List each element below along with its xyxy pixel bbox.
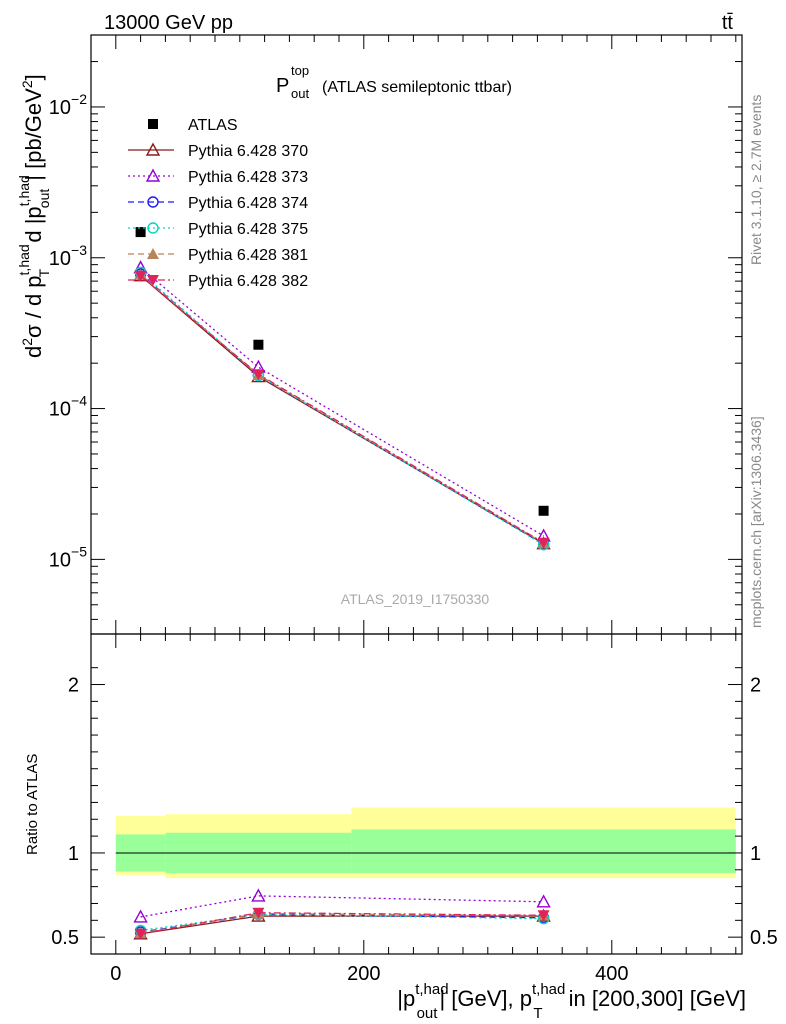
plot-title-sup: top xyxy=(291,63,309,78)
x-tick-label: 400 xyxy=(595,963,628,985)
ratio-point-s373 xyxy=(133,909,148,923)
legend-marker-s382 xyxy=(147,275,159,286)
x-axis-label: |pt,had out| [GeV], pt,had T in [200,300] … xyxy=(397,981,746,1022)
series-line-s373 xyxy=(140,267,544,537)
plot-title: P top out (ATLAS semileptonic ttbar) xyxy=(276,63,512,101)
ratio-y-tick-label: 0.5 xyxy=(51,927,79,949)
ratio-plot: 0 200 400 0.5 0.5 1 1 2 2 xyxy=(51,633,778,985)
legend-label-s374: Pythia 6.428 374 xyxy=(188,195,308,212)
point-data xyxy=(135,227,146,238)
ratio-frame xyxy=(90,633,743,955)
legend-label-data: ATLAS xyxy=(188,117,238,134)
series-line-s370 xyxy=(140,275,544,545)
legend-label-s382: Pythia 6.428 382 xyxy=(188,273,308,290)
plot-title-sub: out xyxy=(291,86,309,101)
legend-marker-s373 xyxy=(145,168,161,182)
point-data xyxy=(253,339,264,350)
point-data xyxy=(538,505,549,516)
legend-label-s373: Pythia 6.428 373 xyxy=(188,169,308,186)
ratio-point-s373 xyxy=(536,894,551,908)
y-tick-label: 10−3 xyxy=(49,242,87,270)
ratio-band-inner xyxy=(351,829,736,874)
y-tick-label: 10−2 xyxy=(49,91,87,119)
main-plot: 10−5 10−4 10−3 10−2 xyxy=(49,34,743,635)
legend-label-s381: Pythia 6.428 381 xyxy=(188,247,308,264)
legend-marker-s370 xyxy=(145,142,161,156)
ratio-point-s382 xyxy=(134,928,147,940)
ratio-line-s370 xyxy=(140,915,544,935)
legend-marker-s381 xyxy=(147,248,159,259)
y-tick-label: 10−4 xyxy=(49,393,87,421)
y-tick-label: 10−5 xyxy=(49,543,87,571)
legend-marker-s374 xyxy=(147,196,159,208)
legend-label-s370: Pythia 6.428 370 xyxy=(188,143,308,160)
ratio-point-s373 xyxy=(251,888,266,902)
point-s382 xyxy=(252,369,265,381)
point-s382 xyxy=(537,537,550,549)
series-line-s381 xyxy=(140,274,544,544)
series-line-s374 xyxy=(140,273,544,545)
plot-title-rest: (ATLAS semileptonic ttbar) xyxy=(322,79,512,96)
ratio-point-s382 xyxy=(537,910,550,922)
analysis-watermark: ATLAS_2019_I1750330 xyxy=(341,591,490,607)
point-s382 xyxy=(134,270,147,282)
series-line-s382 xyxy=(140,275,544,544)
legend-marker-s375 xyxy=(147,222,159,234)
header-process: tt̄ xyxy=(722,12,734,34)
ratio-y-tick-label-right: 2 xyxy=(750,675,761,697)
legend-label-s375: Pythia 6.428 375 xyxy=(188,221,308,238)
plot-title-main: P xyxy=(276,75,289,97)
mcplots-label: mcplots.cern.ch [arXiv:1306.3436] xyxy=(748,416,764,628)
y-axis-label-ratio: Ratio to ATLAS xyxy=(24,754,41,855)
y-axis-label-main: d2σ / d pt,had T d |pt,had out| [pb/GeV2] xyxy=(16,74,52,358)
ratio-y-tick-label: 2 xyxy=(68,675,79,697)
legend: ATLAS Pythia 6.428 370 Pythia 6.428 373 Pyt… xyxy=(128,117,308,290)
series-line-s375 xyxy=(140,271,544,546)
ratio-point-s382 xyxy=(252,907,265,919)
x-tick-label: 0 xyxy=(110,963,121,985)
ratio-y-tick-label-right: 0.5 xyxy=(750,927,778,949)
rivet-label: Rivet 3.1.10, ≥ 2.7M events xyxy=(748,95,764,265)
legend-marker-data xyxy=(148,119,158,129)
x-tick-label: 200 xyxy=(347,963,380,985)
ratio-y-tick-label: 1 xyxy=(68,843,79,865)
header-energy: 13000 GeV pp xyxy=(104,12,233,34)
ratio-y-tick-label-right: 1 xyxy=(750,843,761,865)
